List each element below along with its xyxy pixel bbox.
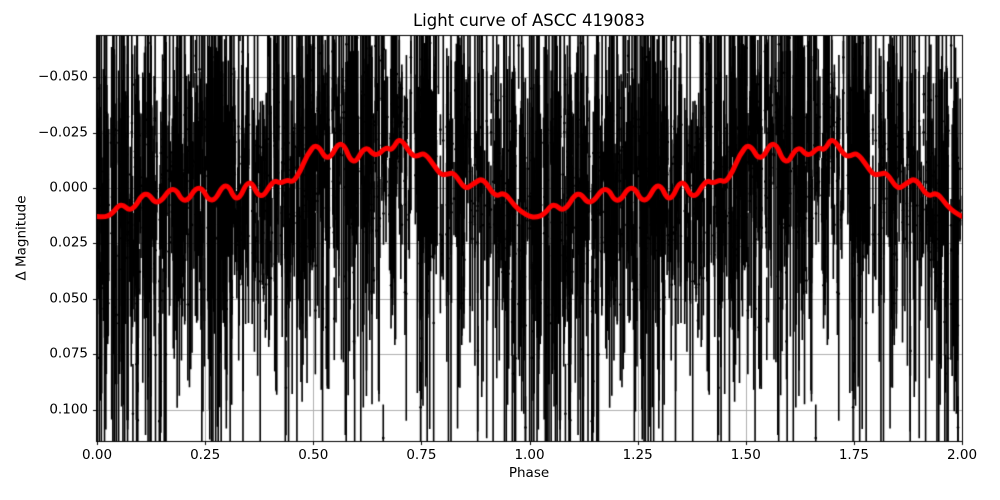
x-tick-label: 2.00: [946, 447, 978, 463]
y-tick-label: 0.000: [49, 179, 88, 196]
x-tick-label: 0.50: [298, 447, 329, 463]
y-tick-label: 0.050: [49, 290, 88, 307]
x-tick-label: 0.75: [406, 447, 437, 463]
x-tick-label: 1.75: [838, 447, 869, 463]
y-tick-label: 0.100: [49, 401, 88, 418]
x-tick-label: 1.00: [514, 447, 545, 463]
y-tick-label: 0.075: [49, 345, 88, 362]
y-tick-label: −0.050: [38, 68, 88, 85]
x-axis-label: Phase: [508, 465, 550, 481]
x-tick-label: 0.25: [190, 447, 221, 463]
x-tick-label: 0.00: [81, 447, 113, 463]
y-tick-label: −0.025: [38, 123, 88, 140]
x-tick-label: 1.25: [622, 447, 653, 463]
y-tick-label: 0.025: [49, 234, 88, 251]
x-tick-label: 1.50: [730, 447, 761, 463]
chart-title: Light curve of ASCC 419083: [412, 11, 646, 30]
